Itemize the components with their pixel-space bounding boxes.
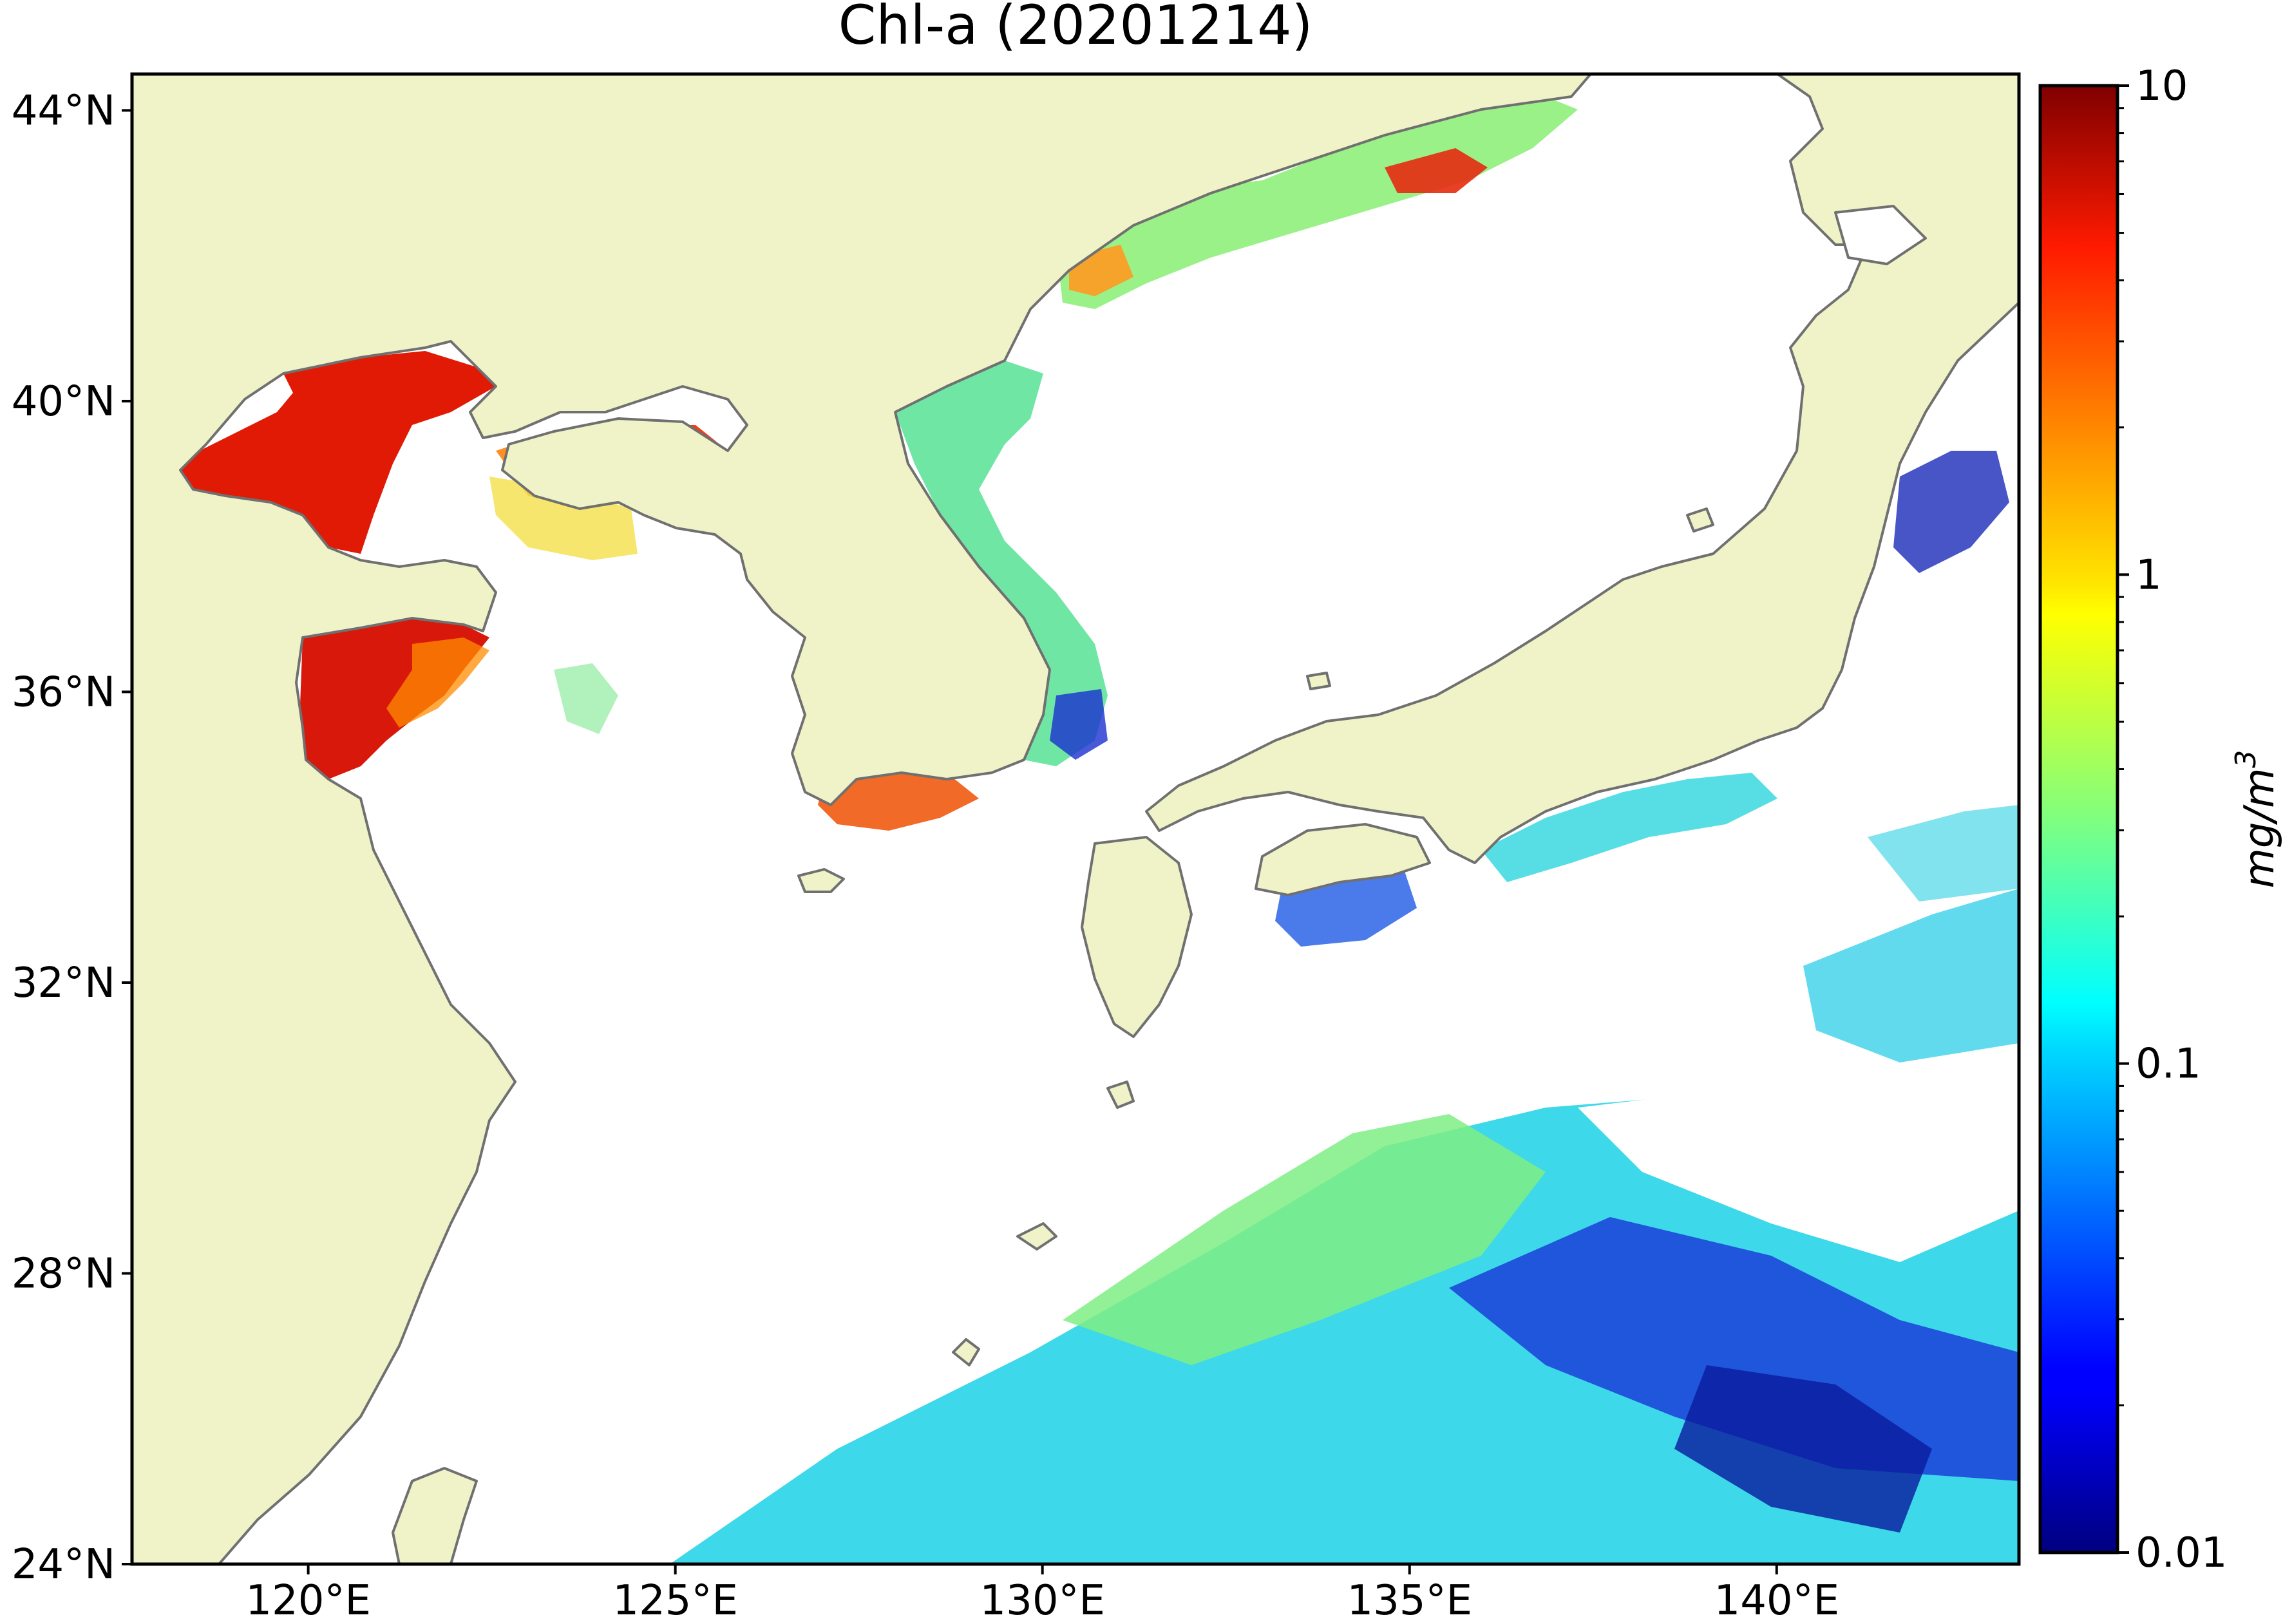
y-tick-label-5: 24°N [12,1541,115,1589]
y-tick-label-1: 40°N [12,378,115,426]
chlorophyll-field [177,97,2019,1564]
liaodong-bay-high-chl [177,351,496,554]
colorbar-tick-label-0: 10 [2136,62,2188,110]
kyushu-island [1081,836,1193,1038]
x-tick-label-1: 125°E [612,1577,738,1624]
sado-island [1686,507,1714,533]
pacific-cloud-gap [1578,1056,2019,1262]
kuroshio-deep-blue [1674,1365,1932,1533]
colorbar-tick-label-1: 1 [2136,551,2162,599]
map-area [132,74,2019,1564]
x-tick-label-0: 120°E [245,1577,371,1624]
chart-title: Chl-a (20201214) [838,0,1313,57]
shikoku-island [1255,823,1431,896]
y-tick-label-2: 36°N [12,668,115,716]
kuroshio-green-band [1063,1114,1546,1365]
yellow-sea-offshore-green [554,663,618,734]
east-pacific-cyan [1803,889,2019,1062]
north-yellow-sea-yellow [489,477,638,560]
colorbar-minor-ticks [2117,107,2124,1406]
colorbar-label-base: mg/m [2236,768,2283,889]
asia-mainland [132,74,1592,1564]
colorbar-tick-label-2: 0.1 [2136,1041,2201,1088]
map-border [130,72,2021,1566]
colorbar-label: mg/m3 [2230,750,2283,889]
colorbar-gradient [2038,84,2119,1554]
amami-island [1016,1222,1057,1251]
colorbar: 10 1 0.1 0.01 mg/m3 [2038,62,2283,1577]
land-masses [132,74,2019,1564]
primorye-red-spot [1385,148,1488,193]
colorbar-label-exponent: 3 [2230,750,2262,768]
korea-east-blue-spot [1050,689,1108,760]
tanegashima-island [1106,1081,1135,1109]
x-axis-ticks: 120°E 125°E 130°E 135°E 140°E [245,1564,1839,1624]
y-tick-label-0: 44°N [12,87,115,135]
y-axis-ticks: 44°N 40°N 36°N 32°N 28°N 24°N [12,87,132,1589]
colorbar-tick-label-3: 0.01 [2136,1529,2228,1577]
x-tick-label-3: 135°E [1347,1577,1472,1624]
primorye-coast-chl [1056,97,1578,309]
y-tick-label-3: 32°N [12,959,115,1007]
hokkaido-bay-cut [1834,205,1927,265]
korea-east-coast-chl [895,361,1108,766]
y-tick-label-4: 28°N [12,1250,115,1298]
colorbar-ticks: 10 1 0.1 0.01 [2117,62,2228,1577]
sanriku-offshore-chl [1893,451,2009,573]
bohai-bay-orange-fringe [386,637,489,728]
japan-mainland [1145,74,2019,864]
pacific-offshore-cyan [1868,805,2019,902]
oki-island [1306,672,1331,690]
x-tick-label-4: 140°E [1714,1577,1839,1624]
taiwan-island [392,1467,478,1564]
kii-offshore-chl [1481,773,1777,882]
okinawa-island [952,1338,980,1366]
x-tick-label-2: 130°E [980,1577,1105,1624]
korea-south-coast-chl [818,766,979,831]
jeju-island [797,868,845,893]
